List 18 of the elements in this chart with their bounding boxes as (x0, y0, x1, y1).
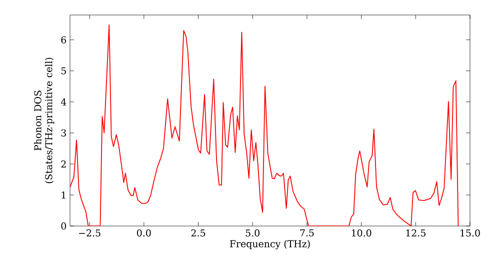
y-tick-label: 4 (60, 98, 66, 106)
y-tick-label: 5 (61, 67, 66, 74)
x-tick-label: 5.0 (246, 229, 260, 237)
y-tick-label: 0 (61, 222, 66, 230)
x-tick-label: 15.0 (460, 229, 480, 237)
y-tick-label: 3 (61, 129, 66, 136)
x-tick-label: 12.5 (406, 229, 426, 237)
x-tick-label: 7.5 (300, 229, 314, 236)
x-tick-label: 2.5 (191, 229, 206, 237)
line-series (70, 24, 459, 226)
x-axis-title: Frequency (THz) (230, 240, 310, 250)
x-tick-label: 10.0 (352, 229, 372, 237)
y-tick-label: 1 (62, 191, 66, 198)
y-axis-title: Phonon DOS (States/THz·primitive cell) (34, 58, 54, 184)
y-tick-label: 2 (61, 160, 66, 168)
x-tick-label: 0.0 (137, 229, 151, 237)
x-tick-label: −2.5 (79, 229, 100, 237)
y-tick-label: 6 (61, 36, 66, 44)
